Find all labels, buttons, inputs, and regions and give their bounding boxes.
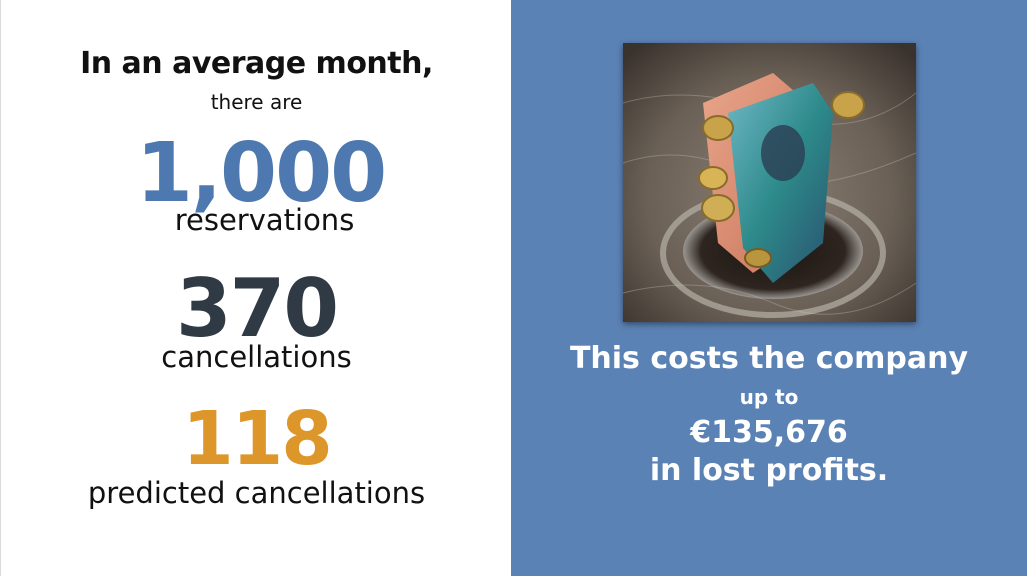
intro-subtext: there are: [210, 90, 303, 114]
cost-upto: up to: [739, 385, 799, 409]
cost-amount: €135,676: [690, 415, 848, 450]
cost-lost-profits: in lost profits.: [649, 453, 889, 488]
money-down-drain-photo-icon: [623, 43, 916, 322]
intro-heading: In an average month,: [80, 46, 433, 81]
predicted-cancellations-count: 118: [182, 396, 332, 482]
money-drain-photo: [623, 43, 916, 322]
left-panel: In an average month, there are 1,000 res…: [0, 0, 511, 576]
cost-heading: This costs the company: [569, 341, 969, 376]
predicted-cancellations-label: predicted cancellations: [87, 476, 426, 510]
reservations-count: 1,000: [135, 126, 387, 221]
reservations-label: reservations: [174, 203, 355, 237]
cancellations-count: 370: [176, 262, 339, 355]
cancellations-label: cancellations: [161, 340, 352, 374]
